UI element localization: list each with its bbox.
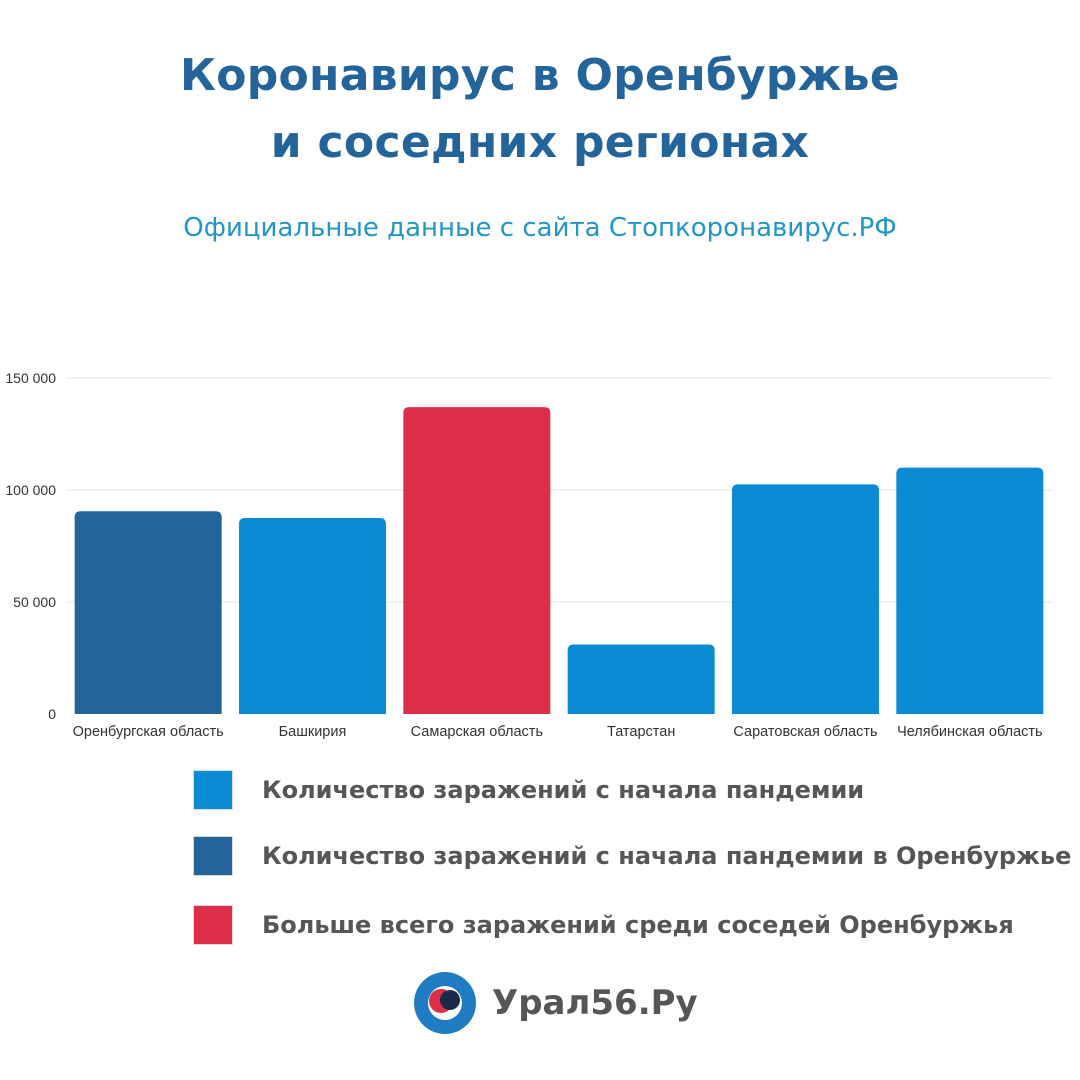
y-tick-label: 150 000 bbox=[5, 370, 56, 386]
legend-item-highlight: Больше всего заражений среди соседей Оре… bbox=[194, 905, 1014, 945]
bar-2 bbox=[239, 518, 386, 714]
legend-item-neighbor: Количество заражений с начала пандемии bbox=[194, 770, 864, 810]
legend-label-highlight: Больше всего заражений среди соседей Оре… bbox=[262, 911, 1014, 939]
x-tick-label: Башкирия bbox=[279, 724, 347, 740]
x-tick-label: Челябинская область bbox=[897, 724, 1043, 740]
page-title-line-2: и соседних регионах bbox=[270, 117, 810, 168]
legend-swatch-orenburg bbox=[194, 837, 232, 875]
page-subtitle: Официальные данные с сайта Стопкоронавир… bbox=[183, 213, 897, 243]
x-tick-label: Самарская область bbox=[411, 724, 543, 740]
legend-swatch-highlight bbox=[194, 906, 232, 944]
legend-label-neighbor: Количество заражений с начала пандемии bbox=[262, 776, 865, 804]
bar-4 bbox=[567, 644, 715, 714]
x-tick-label: Татарстан bbox=[607, 724, 675, 740]
legend-label-orenburg: Количество заражений с начала пандемии в… bbox=[262, 842, 1072, 870]
brand-footer: Урал56.Ру bbox=[414, 972, 698, 1034]
chart-gridlines bbox=[66, 377, 1052, 603]
page-title-line-1: Коронавирус в Оренбуржье bbox=[179, 50, 901, 101]
bar-3 bbox=[403, 407, 551, 714]
bar-chart: 0 50 000 100 000 150 000 Оренбургская облас… bbox=[5, 370, 1052, 740]
chart-x-axis: Оренбургская область Башкирия Самарская об… bbox=[73, 724, 1043, 740]
x-tick-label: Оренбургская область bbox=[73, 724, 224, 740]
ural56-logo-icon bbox=[414, 972, 476, 1034]
brand-name: Урал56.Ру bbox=[492, 983, 698, 1023]
legend-swatch-neighbor bbox=[194, 771, 232, 809]
bar-6 bbox=[896, 467, 1044, 714]
x-tick-label: Саратовская область bbox=[733, 724, 877, 740]
chart-bars bbox=[74, 407, 1044, 714]
bar-5 bbox=[732, 484, 879, 714]
bar-1 bbox=[74, 511, 222, 714]
y-tick-label: 100 000 bbox=[5, 482, 56, 498]
chart-y-axis: 0 50 000 100 000 150 000 bbox=[5, 370, 56, 722]
y-tick-label: 50 000 bbox=[13, 594, 56, 610]
y-tick-label: 0 bbox=[48, 706, 56, 722]
legend-item-orenburg: Количество заражений с начала пандемии в… bbox=[194, 836, 1071, 876]
